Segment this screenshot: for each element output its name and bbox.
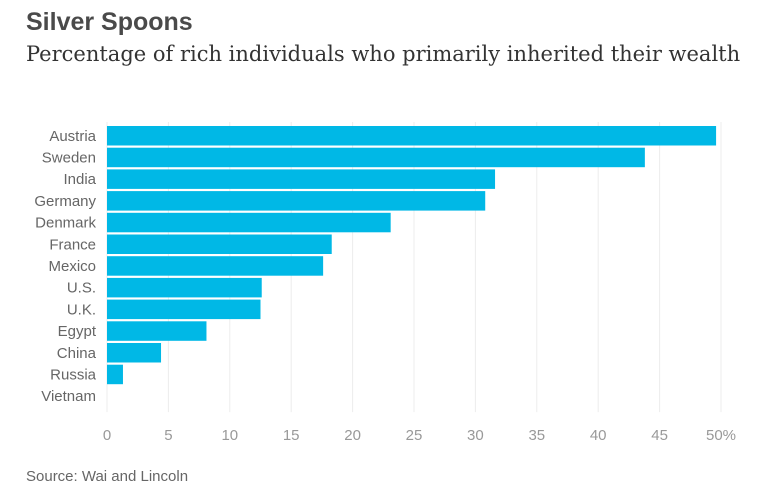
category-label: France [49, 236, 96, 253]
bar-egypt [107, 321, 207, 341]
category-label: Sweden [42, 149, 96, 166]
bar-uk [107, 299, 261, 320]
bar-sweden [107, 147, 645, 168]
x-tick-label: 25 [406, 427, 423, 444]
bar-india [107, 169, 496, 189]
x-tick-label: 10 [221, 427, 238, 444]
x-tick-label: 30 [467, 427, 484, 444]
category-label: Germany [34, 193, 96, 210]
category-label: U.K. [67, 301, 96, 318]
bar-mexico [107, 256, 324, 276]
bar-germany [107, 191, 486, 211]
bar-austria [107, 126, 717, 146]
category-label: India [63, 171, 96, 188]
category-label: Egypt [58, 323, 97, 340]
category-label: Austria [49, 128, 96, 145]
bar-russia [107, 364, 123, 385]
category-label: U.S. [67, 280, 96, 297]
x-tick-label: 45 [651, 427, 668, 444]
x-tick-label: 40 [590, 427, 607, 444]
bar-denmark [107, 212, 391, 233]
x-tick-label: 50% [706, 427, 736, 444]
category-label: Russia [50, 366, 97, 383]
chart-title: Silver Spoons [26, 8, 193, 36]
category-label: Denmark [35, 215, 96, 232]
x-tick-label: 35 [528, 427, 545, 444]
source-note: Source: Wai and Lincoln [26, 468, 189, 485]
bar-china [107, 343, 162, 363]
x-tick-label: 15 [283, 427, 300, 444]
x-tick-label: 5 [164, 427, 172, 444]
x-tick-label: 20 [344, 427, 361, 444]
chart-subtitle: Percentage of rich individuals who prima… [26, 42, 741, 66]
category-label: Vietnam [41, 388, 96, 405]
bar-us [107, 277, 262, 298]
category-label: China [57, 345, 97, 362]
x-tick-label: 0 [103, 427, 111, 444]
category-label: Mexico [48, 258, 96, 275]
bar-france [107, 234, 332, 254]
